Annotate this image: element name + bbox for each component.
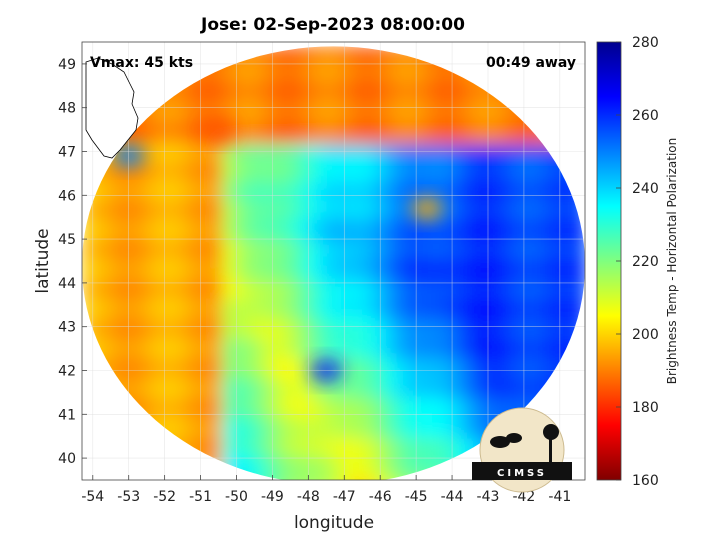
colorbar-tick-label: 200 (632, 327, 659, 343)
y-tick-label: 40 (58, 451, 76, 467)
y-axis-label: latitude (33, 228, 53, 293)
y-tick-label: 46 (58, 188, 76, 204)
x-tick-label: -41 (548, 489, 571, 505)
time-away-annotation: 00:49 away (486, 55, 576, 71)
vmax-annotation: Vmax: 45 kts (90, 55, 193, 71)
logo-dish-right (506, 433, 522, 443)
colorbar-tick-label: 280 (632, 35, 659, 51)
x-tick-label: -48 (297, 489, 320, 505)
colorbar: 160 180 200 220 240 260 280 Brightness Temp - … (596, 35, 679, 489)
y-tick-label: 45 (58, 232, 76, 248)
plot-area (82, 42, 585, 480)
chart-title: Jose: 02-Sep-2023 08:00:00 (200, 15, 465, 35)
x-axis-label: longitude (294, 513, 374, 533)
x-tick-label: -46 (369, 489, 392, 505)
logo-tower-tank (543, 424, 559, 440)
colorbar-tick-label: 220 (632, 254, 659, 270)
x-tick-label: -51 (189, 489, 212, 505)
x-axis-ticks: -54 -53 -52 -51 -50 -49 -48 -47 -46 -45 -44 -43 -42-… (81, 475, 571, 505)
logo-dish-left (490, 436, 510, 448)
feature-warm-sector (202, 117, 235, 142)
feature-warm-spot (410, 196, 443, 221)
x-tick-label: -52 (153, 489, 176, 505)
y-tick-label: 41 (58, 407, 76, 423)
y-tick-label: 47 (58, 145, 76, 161)
x-tick-label: -45 (405, 489, 428, 505)
logo-base (472, 462, 572, 480)
colorbar-label: Brightness Temp - Horizontal Polarizatio… (665, 138, 679, 385)
plot-frame (81, 41, 586, 481)
x-tick-label: -53 (117, 489, 140, 505)
x-tick-label: -42 (512, 489, 535, 505)
colorbar-tick-label: 240 (632, 181, 659, 197)
y-tick-label: 49 (58, 57, 76, 73)
coastline-shape (85, 57, 139, 159)
y-tick-label: 42 (58, 364, 76, 380)
logo-tower-leg (549, 434, 552, 462)
y-tick-label: 44 (58, 276, 76, 292)
x-tick-label: -47 (333, 489, 356, 505)
cimss-logo: CIMSS (472, 407, 572, 493)
y-axis-ticks: 40 41 42 43 44 45 46 47 48 49 (58, 57, 87, 467)
y-tick-label: 48 (58, 101, 76, 117)
x-tick-label: -49 (261, 489, 284, 505)
colorbar-tick-label: 260 (632, 108, 659, 124)
logo-text: CIMSS (497, 468, 547, 479)
y-tick-label: 43 (58, 320, 76, 336)
colorbar-ticks: 160 180 200 220 240 260 280 (616, 35, 659, 489)
x-tick-label: -50 (225, 489, 248, 505)
x-tick-label: -54 (81, 489, 104, 505)
x-tick-label: -43 (477, 489, 500, 505)
colorbar-tick-label: 160 (632, 473, 659, 489)
colorbar-tick-label: 180 (632, 400, 659, 416)
x-tick-label: -44 (441, 489, 464, 505)
